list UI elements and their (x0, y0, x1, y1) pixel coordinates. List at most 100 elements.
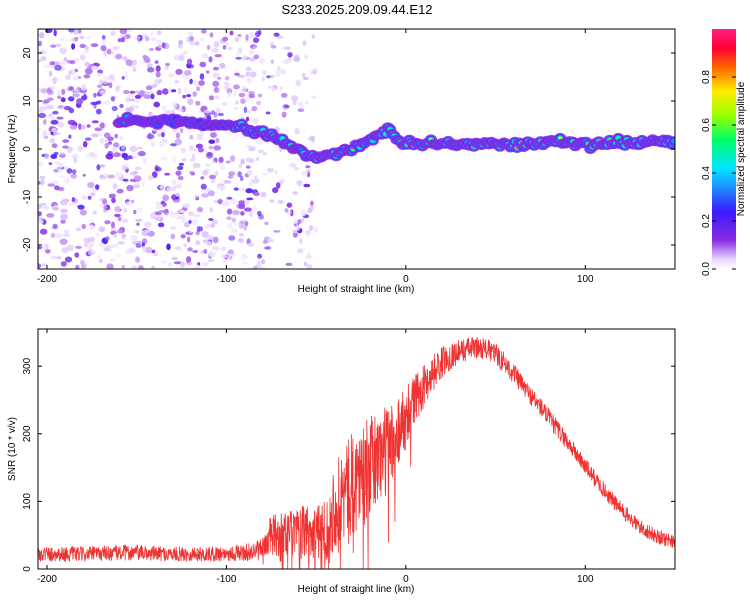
noise-blob (60, 59, 66, 65)
noise-blob (230, 198, 237, 205)
noise-blob (183, 243, 187, 248)
noise-blob (44, 153, 50, 160)
noise-blob (158, 44, 162, 49)
noise-blob (59, 151, 65, 155)
noise-blob (87, 195, 92, 200)
noise-blob (110, 244, 115, 249)
noise-blob (123, 157, 129, 161)
noise-blob (238, 92, 246, 98)
noise-blob (84, 137, 92, 141)
noise-blob (210, 132, 217, 138)
noise-blob (104, 220, 111, 225)
noise-blob (195, 240, 201, 246)
noise-blob (213, 66, 219, 71)
noise-blob (191, 153, 196, 160)
noise-blob (287, 56, 292, 63)
noise-blob (116, 188, 124, 194)
noise-blob (219, 62, 226, 69)
noise-blob (67, 70, 73, 75)
noise-blob (208, 145, 214, 150)
noise-blob (136, 222, 140, 226)
noise-blob (308, 225, 314, 231)
noise-blob (275, 182, 281, 189)
noise-blob (240, 158, 245, 165)
noise-blob (69, 124, 78, 130)
noise-blob (205, 188, 213, 192)
spectrogram-x-ticks: -200 -100 0 100 (37, 29, 594, 285)
noise-blob (151, 171, 158, 179)
noise-blob (85, 36, 92, 40)
noise-blob (147, 67, 155, 73)
noise-blob (112, 146, 118, 153)
noise-blob (220, 164, 226, 171)
noise-blob (123, 208, 128, 213)
noise-blob (262, 152, 267, 156)
noise-blob (155, 166, 162, 172)
noise-blob (96, 72, 102, 77)
x-tick-label: 100 (577, 274, 594, 285)
y-tick-label: 0 (22, 146, 33, 152)
colorbar-tick-label: 0.4 (701, 166, 712, 180)
noise-blob (63, 229, 70, 234)
noise-blob (196, 86, 201, 91)
noise-blob (48, 113, 54, 118)
noise-blob (296, 219, 302, 224)
snr-series-line (38, 337, 675, 569)
noise-blob (108, 29, 115, 33)
noise-blob (101, 35, 106, 40)
noise-blob (83, 50, 89, 54)
noise-blob (157, 222, 165, 228)
noise-blob (137, 265, 144, 269)
noise-blob (100, 45, 107, 52)
y-tick-label: 300 (22, 357, 33, 374)
noise-blob (119, 103, 124, 109)
noise-blob (193, 80, 198, 86)
noise-blob (179, 127, 184, 134)
noise-blob (294, 54, 300, 62)
noise-blob (155, 203, 163, 210)
noise-blob (161, 132, 165, 138)
noise-blob (157, 133, 162, 137)
noise-blob (69, 201, 77, 206)
noise-blob (102, 38, 106, 45)
noise-blob (102, 80, 108, 85)
noise-blob (232, 209, 240, 216)
noise-blob (260, 191, 267, 198)
x-tick-label: -100 (216, 574, 236, 585)
noise-blob (52, 223, 58, 229)
spectrogram-x-axis-label: Height of straight line (km) (298, 284, 415, 295)
noise-blob (218, 156, 224, 163)
noise-blob (73, 157, 78, 164)
noise-blob (113, 152, 121, 158)
noise-blob (161, 42, 166, 49)
spectrogram-y-axis-label: Frequency (Hz) (7, 115, 18, 184)
noise-blob (117, 229, 123, 234)
noise-blob (56, 233, 62, 239)
noise-blob (165, 62, 170, 67)
noise-blob (268, 85, 272, 89)
noise-blob (39, 32, 45, 39)
noise-blob (295, 167, 300, 171)
noise-blob (250, 178, 258, 183)
noise-blob (223, 253, 232, 259)
y-tick-label: -20 (22, 237, 33, 252)
noise-blob (208, 218, 214, 221)
noise-blob (256, 100, 262, 106)
noise-blob (73, 29, 79, 35)
noise-blob (200, 176, 205, 180)
noise-blob (306, 230, 310, 237)
noise-blob (123, 89, 130, 95)
noise-blob (114, 85, 120, 93)
noise-blob (66, 168, 73, 174)
noise-blob (216, 183, 225, 187)
noise-blob (296, 180, 303, 187)
noise-blob (234, 100, 239, 105)
noise-blob (134, 175, 142, 182)
noise-blob (178, 108, 185, 113)
noise-blob (303, 183, 311, 188)
noise-blob (177, 175, 184, 181)
noise-blob (121, 233, 126, 239)
noise-blob (74, 252, 80, 258)
figure-title: S233.2025.209.09.44.E12 (281, 2, 432, 17)
noise-blob (224, 76, 230, 81)
